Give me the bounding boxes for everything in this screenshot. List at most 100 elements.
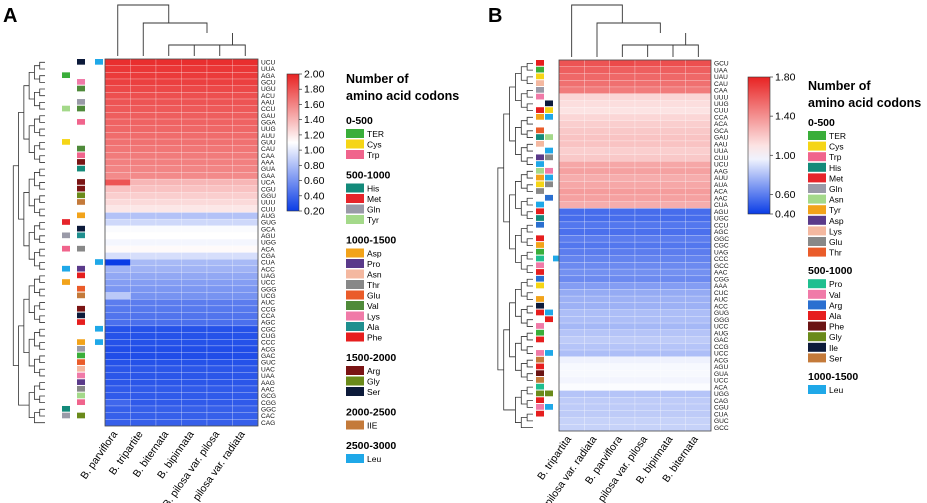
codon-row-label: GGU	[261, 193, 276, 200]
legend-item-label: His	[367, 184, 379, 194]
heatmap-cell	[584, 147, 610, 155]
codon-row-label: CCU	[714, 222, 729, 229]
heatmap-cell	[609, 302, 636, 310]
amino-acid-annotation-mark	[545, 194, 553, 201]
heatmap-cell	[130, 78, 157, 86]
heatmap-cell	[181, 385, 208, 393]
row-dendrogram-branch	[39, 61, 45, 70]
heatmap-cell	[609, 154, 636, 162]
row-dendrogram-branch	[526, 224, 533, 233]
heatmap-cell	[155, 258, 182, 267]
heatmap-cell	[584, 322, 610, 331]
row-dendrogram-branch	[526, 292, 533, 300]
heatmap-cell	[584, 397, 610, 405]
amino-acid-annotation-mark	[536, 60, 544, 66]
heatmap-cell	[685, 322, 712, 331]
heatmap-cell	[609, 241, 636, 250]
heatmap-cell	[104, 399, 131, 407]
heatmap-cell	[155, 118, 182, 126]
heatmap-cell	[660, 289, 686, 297]
heatmap-cell	[130, 265, 157, 273]
row-dendrogram-branch	[34, 91, 40, 107]
legend-swatch	[346, 420, 364, 430]
legend-swatch	[346, 269, 364, 279]
codon-row-label: AGU	[714, 209, 729, 216]
heatmap-cell	[634, 349, 661, 357]
heatmap-cell	[609, 174, 636, 182]
heatmap-cell	[130, 332, 157, 340]
codon-row-label: ACU	[261, 93, 275, 100]
heatmap-cell	[584, 214, 610, 223]
codon-row-label: CGG	[714, 276, 729, 283]
amino-acid-annotation-mark	[536, 383, 544, 390]
heatmap-cell	[685, 93, 712, 101]
heatmap-cell	[584, 262, 610, 270]
codon-row-label: CAU	[261, 146, 275, 153]
legend-swatch	[808, 289, 826, 299]
heatmap-cell	[206, 279, 233, 287]
heatmap-cell	[206, 145, 233, 153]
heatmap-cell	[130, 405, 157, 413]
heatmap-cell	[130, 225, 157, 233]
heatmap-cell	[104, 98, 131, 106]
heatmap-cell	[130, 245, 157, 253]
heatmap-cell	[584, 309, 610, 317]
heatmap-cell	[609, 343, 636, 351]
heatmap-cell	[634, 255, 661, 263]
amino-acid-annotation-mark	[62, 412, 70, 419]
heatmap-cell	[634, 268, 661, 277]
heatmap-cell	[181, 345, 208, 353]
legend-item-label: TER	[829, 131, 846, 141]
row-dendrogram-branch	[526, 103, 533, 111]
row-dendrogram-branch	[39, 328, 45, 337]
legend-swatch	[808, 247, 826, 257]
heatmap-cell	[634, 397, 661, 405]
heatmap-cell	[104, 78, 131, 86]
heatmap-cell	[584, 410, 610, 418]
heatmap-cell	[155, 198, 182, 207]
heatmap-cell	[584, 268, 610, 277]
codon-row-label: GUU	[261, 140, 276, 147]
heatmap-cell	[634, 160, 661, 169]
codon-row-label: AUU	[714, 175, 728, 182]
heatmap-cell	[104, 225, 131, 233]
amino-acid-annotation-mark	[77, 292, 85, 299]
heatmap-cell	[558, 80, 585, 88]
heatmap-cell	[155, 72, 182, 80]
row-dendrogram-branch	[515, 396, 522, 423]
heatmap-cell	[104, 332, 131, 340]
heatmap-cell	[685, 295, 712, 304]
heatmap-cell	[609, 424, 636, 432]
heatmap-cell	[181, 165, 208, 173]
heatmap-cell	[104, 145, 131, 153]
row-dendrogram-branch	[28, 232, 35, 260]
amino-acid-annotation-mark	[545, 181, 553, 188]
heatmap-cell	[558, 316, 585, 324]
heatmap-cell	[558, 181, 585, 189]
amino-acid-annotation-mark	[536, 275, 544, 282]
heatmap-cell	[104, 232, 131, 240]
heatmap-cell	[104, 312, 131, 320]
heatmap-cell	[660, 86, 686, 94]
heatmap-cell	[130, 145, 157, 153]
legend-group-heading: 2500-3000	[346, 440, 396, 452]
heatmap-cell	[685, 329, 712, 337]
heatmap-cell	[609, 187, 636, 196]
heatmap-cell	[558, 295, 585, 304]
heatmap-cell	[155, 359, 182, 367]
heatmap-cell	[232, 265, 259, 273]
heatmap-cell	[206, 305, 233, 313]
row-dendrogram-branch	[34, 172, 40, 187]
heatmap-cell	[685, 289, 712, 297]
legend-swatch	[808, 311, 826, 320]
heatmap-cell	[685, 262, 712, 270]
heatmap-cell	[558, 383, 585, 391]
heatmap-cell	[104, 85, 131, 93]
legend-item-label: Asn	[367, 270, 382, 280]
heatmap-cell	[181, 252, 208, 260]
heatmap-cell	[104, 412, 131, 420]
heatmap-cell	[232, 285, 259, 293]
codon-row-label: CGC	[261, 326, 276, 333]
heatmap-cell	[660, 248, 686, 256]
heatmap-cell	[130, 72, 157, 80]
